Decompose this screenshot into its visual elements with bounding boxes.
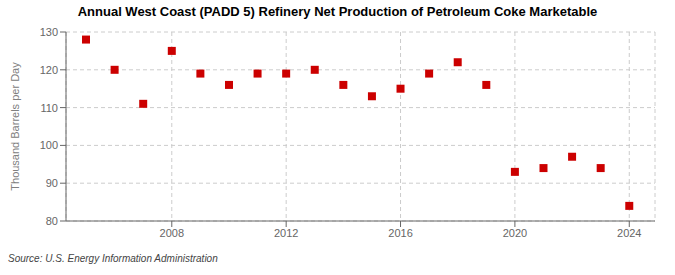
svg-text:100: 100 bbox=[40, 139, 58, 151]
html-text:Source: U.S. Energy Informatio: Source: U.S. Energy Information Administ… bbox=[8, 253, 218, 264]
svg-text:Thousand Barrels per Day: Thousand Barrels per Day bbox=[9, 62, 21, 191]
svg-text:2012: 2012 bbox=[274, 227, 298, 239]
svg-text:2020: 2020 bbox=[503, 227, 527, 239]
svg-text:130: 130 bbox=[40, 26, 58, 38]
svg-text:110: 110 bbox=[40, 102, 58, 114]
svg-text:2016: 2016 bbox=[388, 227, 412, 239]
html-text:Annual West Coast (PADD 5) Ref: Annual West Coast (PADD 5) Refinery Net … bbox=[77, 4, 598, 19]
svg-text:2024: 2024 bbox=[617, 227, 641, 239]
svg-text:80: 80 bbox=[46, 215, 58, 227]
svg-text:120: 120 bbox=[40, 64, 58, 76]
svg-text:90: 90 bbox=[46, 177, 58, 189]
svg-text:2008: 2008 bbox=[160, 227, 184, 239]
